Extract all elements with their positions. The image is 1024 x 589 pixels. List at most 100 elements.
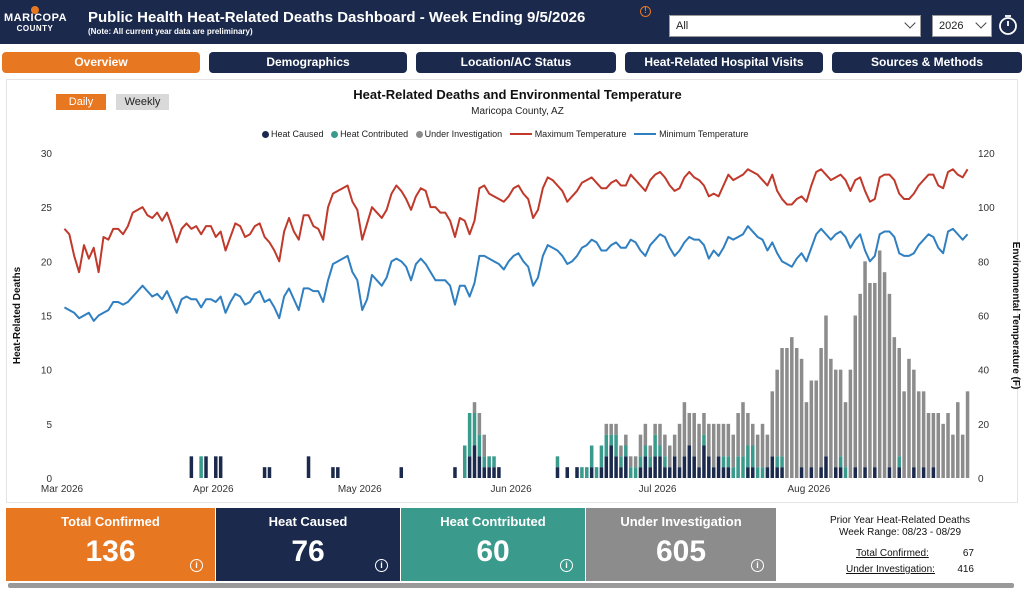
info-icon[interactable]: i	[751, 559, 764, 572]
bar-caused	[482, 467, 487, 478]
bar-caused	[189, 456, 194, 478]
bar-contributed	[843, 467, 848, 478]
bar-caused	[492, 467, 496, 478]
bar-contributed	[663, 456, 667, 468]
bar-investigation	[804, 402, 809, 478]
bar-caused	[262, 467, 267, 478]
x-tick-label: Mar 2026	[41, 484, 84, 495]
timer-icon[interactable]	[998, 14, 1018, 36]
bar-investigation	[619, 445, 623, 457]
legend-max-temp[interactable]: Maximum Temperature	[509, 128, 627, 139]
x-tick-label: Jun 2026	[491, 484, 533, 495]
filter-dropdown[interactable]: All	[669, 15, 921, 37]
bar-caused	[624, 456, 628, 478]
bar-investigation	[736, 413, 740, 457]
tab-hospital-visits[interactable]: Heat-Related Hospital Visits	[625, 52, 823, 73]
bar-caused	[687, 445, 692, 478]
preliminary-note: (Note: All current year data are prelimi…	[88, 27, 253, 36]
prior-year-title: Prior Year Heat-Related Deaths	[829, 515, 971, 526]
bar-contributed	[594, 467, 599, 478]
prior-year-panel: Prior Year Heat-Related Deaths Week Rang…	[778, 508, 1022, 581]
bar-caused	[648, 467, 652, 478]
kpi-value: 60	[476, 535, 510, 568]
bar-investigation	[677, 423, 682, 468]
max-temperature-line	[63, 168, 969, 274]
kpi-value: 76	[291, 535, 325, 568]
weekly-toggle-button[interactable]: Weekly	[116, 94, 169, 110]
bar-contributed	[658, 445, 662, 457]
bar-investigation	[965, 391, 970, 478]
bar-investigation	[887, 293, 892, 468]
bar-investigation	[926, 413, 931, 478]
bar-caused	[663, 467, 667, 478]
bar-investigation	[785, 348, 789, 478]
info-icon[interactable]: i	[190, 559, 203, 572]
bar-contributed	[780, 456, 784, 468]
bar-caused	[931, 467, 936, 478]
alert-info-icon[interactable]: !	[640, 6, 651, 17]
x-tick-label: Aug 2026	[787, 484, 830, 495]
bar-investigation	[472, 402, 477, 413]
y-tick-label: 25	[41, 203, 53, 214]
tab-overview[interactable]: Overview	[2, 52, 200, 73]
horizontal-scrollbar[interactable]	[8, 583, 1014, 588]
bar-contributed	[585, 467, 589, 478]
bar-investigation	[921, 391, 926, 468]
y2-tick-label: 40	[978, 366, 990, 377]
bar-investigation	[687, 413, 692, 446]
bar-investigation	[916, 391, 921, 478]
bar-caused	[912, 467, 916, 478]
bar-investigation	[692, 413, 696, 457]
bar-caused	[716, 456, 721, 478]
tab-sources-methods[interactable]: Sources & Methods	[832, 52, 1022, 73]
y-tick-label: 15	[41, 312, 53, 323]
bar-caused	[897, 467, 901, 478]
bar-caused	[819, 467, 823, 478]
bar-caused	[853, 467, 858, 478]
legend-heat-contributed[interactable]: Heat Contributed	[331, 129, 408, 139]
y-tick-label: 20	[41, 257, 53, 268]
legend-under-investigation[interactable]: Under Investigation	[415, 129, 502, 139]
bar-investigation	[824, 315, 828, 457]
bar-caused	[267, 467, 272, 478]
bar-caused	[336, 467, 340, 478]
y-tick-label: 5	[46, 420, 52, 431]
bar-caused	[692, 456, 696, 478]
bar-investigation	[604, 423, 609, 435]
y2-tick-label: 60	[978, 312, 990, 323]
chevron-down-icon	[975, 17, 987, 29]
bar-investigation	[658, 423, 662, 446]
bar-investigation	[668, 445, 672, 468]
bar-caused	[838, 467, 843, 478]
info-icon[interactable]: i	[560, 559, 573, 572]
tab-location-ac-status[interactable]: Location/AC Status	[416, 52, 616, 73]
x-tick-label: May 2026	[338, 484, 382, 495]
legend-label: Maximum Temperature	[534, 128, 627, 139]
tab-demographics[interactable]: Demographics	[209, 52, 407, 73]
bar-caused	[472, 445, 477, 478]
bar-investigation	[663, 434, 667, 457]
y2-tick-label: 20	[978, 420, 990, 431]
bar-contributed	[628, 467, 633, 478]
bar-investigation	[482, 434, 487, 457]
legend-heat-caused[interactable]: Heat Caused	[262, 129, 324, 139]
bar-caused	[399, 467, 404, 478]
bar-contributed	[604, 434, 609, 457]
bar-investigation	[863, 261, 867, 468]
daily-toggle-button[interactable]: Daily	[56, 94, 106, 110]
bar-contributed	[580, 467, 584, 478]
bar-contributed	[726, 456, 731, 468]
bar-contributed	[751, 445, 755, 468]
bar-contributed	[721, 456, 726, 468]
bar-investigation	[707, 423, 711, 457]
info-icon[interactable]: i	[375, 559, 388, 572]
legend-min-temp[interactable]: Minimum Temperature	[634, 129, 748, 139]
logo-line2: COUNTY	[16, 24, 54, 33]
bar-contributed	[624, 445, 628, 457]
bar-investigation	[731, 434, 735, 468]
year-dropdown[interactable]: 2026	[932, 15, 992, 37]
maricopa-logo: MARICOPA COUNTY	[4, 4, 67, 40]
bar-investigation	[746, 413, 750, 446]
bar-contributed	[555, 456, 560, 468]
prior-total-label: Total Confirmed:	[856, 548, 929, 559]
